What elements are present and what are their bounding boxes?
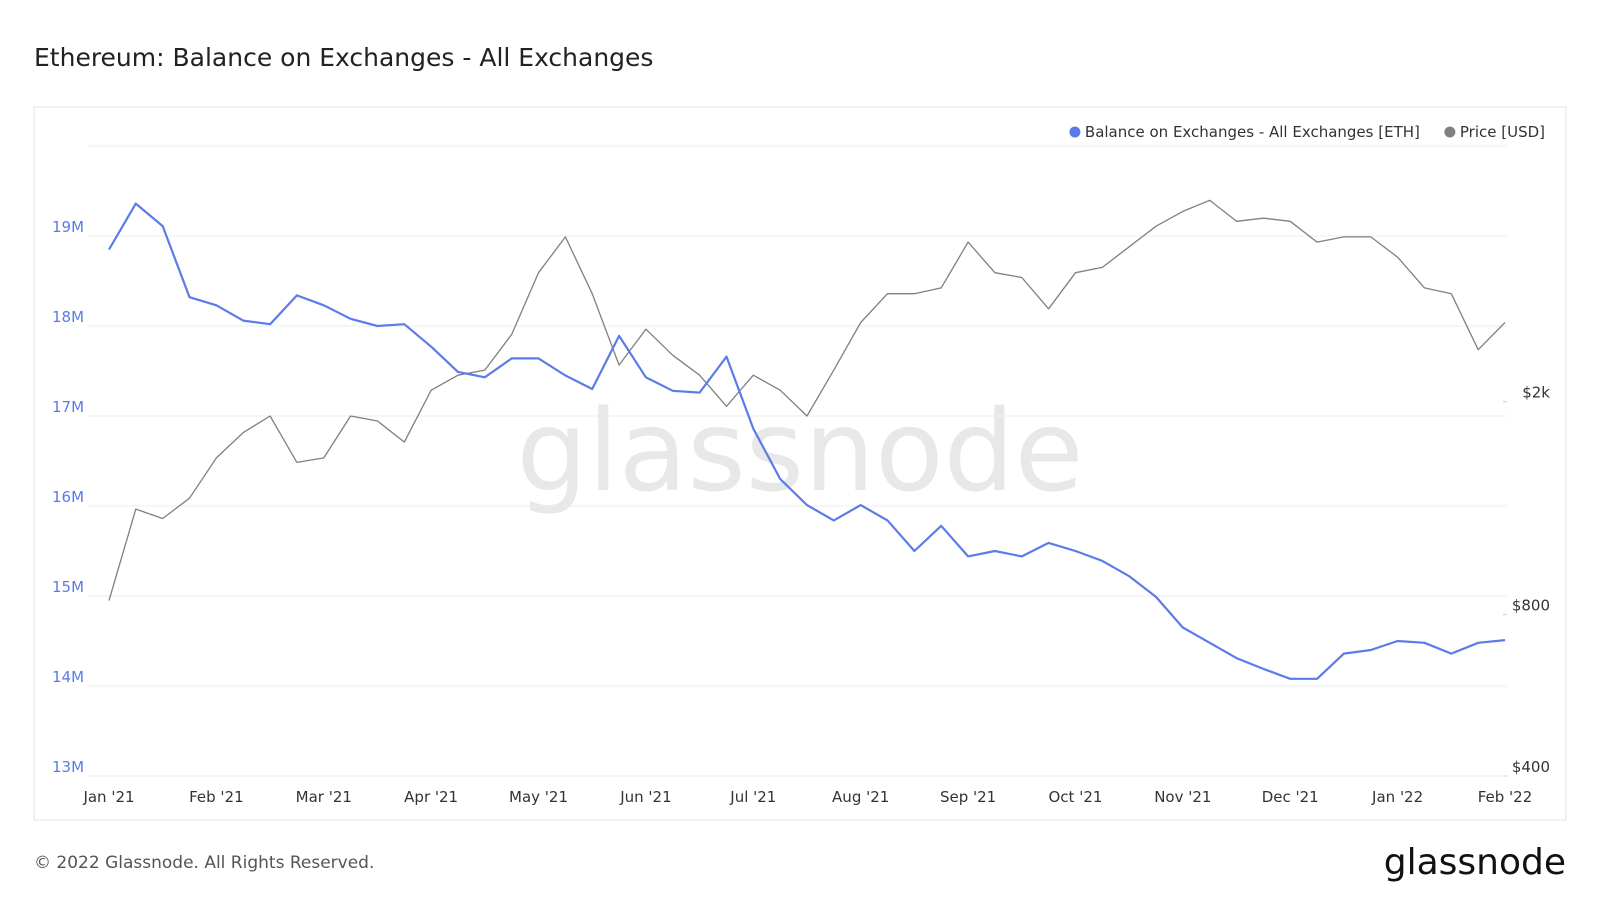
x-tick-label: Nov '21 <box>1154 788 1211 806</box>
legend-marker <box>1069 126 1081 138</box>
y2-tick-label: $400 <box>1512 758 1550 776</box>
y-tick-label: 17M <box>52 398 84 416</box>
chart-title: Ethereum: Balance on Exchanges - All Exc… <box>34 43 653 72</box>
x-tick-label: Jan '21 <box>82 788 134 806</box>
logo: glassnode <box>1384 842 1566 883</box>
y2-tick-label: $800 <box>1512 597 1550 615</box>
y-tick-label: 15M <box>52 578 84 596</box>
y-tick-label: 19M <box>52 218 84 236</box>
y-tick-label: 14M <box>52 668 84 686</box>
y-tick-label: 16M <box>52 488 84 506</box>
x-tick-label: Feb '22 <box>1478 788 1533 806</box>
y-tick-label: 13M <box>52 758 84 776</box>
x-tick-label: Dec '21 <box>1262 788 1319 806</box>
x-tick-label: Feb '21 <box>189 788 244 806</box>
footer: © 2022 Glassnode. All Rights Reserved. <box>34 853 374 873</box>
x-tick-label: Oct '21 <box>1049 788 1103 806</box>
x-tick-label: May '21 <box>509 788 568 806</box>
legend-label: Balance on Exchanges - All Exchanges [ET… <box>1085 123 1420 141</box>
x-tick-label: Mar '21 <box>296 788 352 806</box>
x-tick-label: Jun '21 <box>619 788 671 806</box>
legend: Price [USD] Balance on Exchanges - All Ex… <box>1069 123 1545 141</box>
chart-frame <box>33 106 1567 821</box>
x-tick-label: Apr '21 <box>404 788 458 806</box>
x-tick-label: Jan '22 <box>1371 788 1423 806</box>
series-line <box>108 199 1506 601</box>
x-tick-label: Jul '21 <box>729 788 776 806</box>
series-line <box>108 202 1506 680</box>
y2-tick-label: $2k <box>1522 384 1550 402</box>
legend-marker <box>1444 126 1456 138</box>
x-tick-label: Sep '21 <box>940 788 996 806</box>
legend-label: Price [USD] <box>1460 123 1545 141</box>
x-tick-label: Aug '21 <box>832 788 889 806</box>
y-tick-label: 18M <box>52 308 84 326</box>
